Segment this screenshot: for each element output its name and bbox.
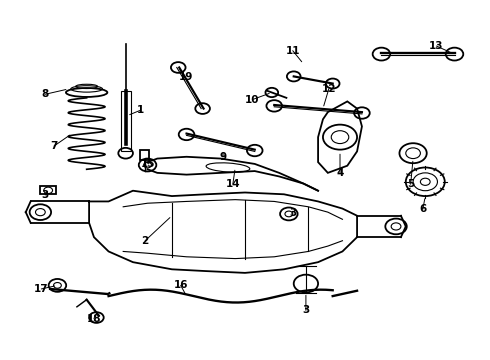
Text: 17: 17 [34,284,49,294]
Text: 13: 13 [429,41,444,51]
Text: 14: 14 [225,179,240,189]
Text: 5: 5 [407,179,414,189]
Bar [40,186,56,194]
Text: 3: 3 [42,190,49,200]
Text: 2: 2 [142,236,149,246]
Text: 15: 15 [141,159,156,169]
Text: 1: 1 [137,105,144,115]
Text: 7: 7 [50,141,58,151]
Bar [140,150,149,160]
Text: 10: 10 [245,95,260,105]
Text: 3: 3 [302,305,310,315]
Text: 4: 4 [336,168,343,178]
Text: 3: 3 [289,208,296,218]
Text: 11: 11 [286,46,300,56]
Text: 9: 9 [220,152,227,162]
Bar [121,91,130,152]
Text: 19: 19 [178,72,193,82]
Text: 8: 8 [42,89,49,99]
Text: 18: 18 [87,314,101,324]
Text: 16: 16 [173,280,188,291]
Text: 6: 6 [419,204,426,214]
Text: 12: 12 [321,84,336,94]
